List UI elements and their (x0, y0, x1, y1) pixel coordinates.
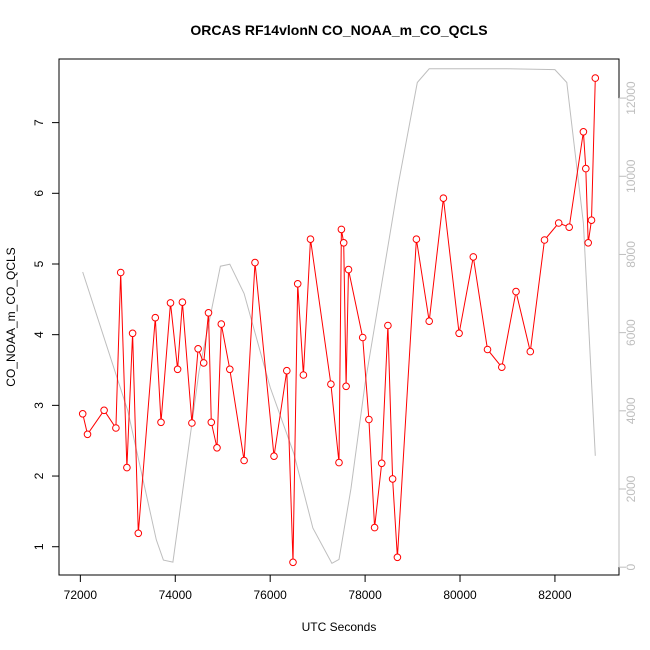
data-point (483, 345, 492, 354)
data-point (565, 223, 574, 231)
data-point (83, 430, 92, 439)
data-point (384, 321, 392, 330)
data-point (439, 194, 448, 202)
data-point (344, 265, 353, 274)
y2-tick-label: 8000 (624, 241, 638, 268)
y2-tick-label: 12000 (624, 81, 638, 115)
data-point (425, 317, 434, 326)
data-point (335, 458, 343, 467)
y-tick-label: 2 (32, 472, 46, 479)
chart-title: ORCAS RF14vlonN CO_NOAA_m_CO_QCLS (190, 22, 487, 38)
data-point (584, 239, 593, 247)
data-point (342, 382, 350, 391)
y-tick-label: 7 (32, 119, 46, 126)
data-point (591, 74, 600, 82)
y2-tick-label: 0 (624, 564, 638, 571)
data-point (469, 253, 478, 261)
x-tick-label: 74000 (159, 588, 193, 602)
y-tick-label: 3 (32, 402, 46, 409)
data-point (393, 553, 402, 562)
data-point (251, 258, 259, 267)
data-point (299, 371, 308, 379)
y2-tick-label: 2000 (624, 475, 638, 502)
data-point (337, 225, 346, 234)
data-point (512, 287, 520, 296)
x-tick-label: 76000 (253, 588, 287, 602)
series-line-altitude (82, 68, 596, 564)
data-point (128, 329, 137, 338)
data-point (339, 239, 348, 247)
data-point (100, 406, 108, 415)
data-point (213, 444, 221, 452)
data-point (134, 529, 143, 538)
x-tick-label: 72000 (64, 588, 98, 602)
data-point (157, 418, 165, 427)
data-point (151, 313, 160, 322)
y-tick-label: 1 (32, 543, 46, 550)
data-point (327, 380, 335, 389)
x-tick-label: 78000 (348, 588, 382, 602)
series-layer (78, 68, 600, 567)
data-point (388, 475, 397, 483)
y-tick-label: 4 (32, 331, 46, 338)
data-point (123, 463, 131, 472)
y-tick-label: 5 (32, 260, 46, 267)
x-axis: 72000 74000 76000 78000 80000 82000 (64, 574, 572, 602)
y2-tick-label: 10000 (624, 159, 638, 193)
data-point (358, 333, 367, 342)
x-tick-label: 82000 (538, 588, 572, 602)
data-point (204, 309, 213, 317)
data-point (78, 410, 87, 418)
data-point (293, 280, 302, 288)
data-point (166, 299, 175, 307)
series-line-co-noaa-m-co-qcls (82, 78, 596, 563)
data-point (240, 456, 248, 465)
data-point (289, 558, 297, 567)
data-point (306, 235, 315, 243)
data-point (587, 216, 596, 224)
y2-axis: 0 2000 4000 6000 8000 10000 12000 (618, 81, 638, 571)
data-point (554, 219, 563, 227)
data-point (540, 236, 549, 244)
y-tick-label: 6 (32, 190, 46, 197)
data-point (412, 235, 421, 243)
data-point (194, 345, 202, 353)
data-point (207, 418, 216, 427)
y-axis: 1 2 3 4 5 6 7 (32, 119, 60, 550)
data-point (270, 452, 278, 461)
data-point (199, 359, 208, 367)
data-point (178, 298, 187, 307)
data-point (217, 320, 226, 328)
x-axis-label: UTC Seconds (302, 620, 377, 634)
data-point (188, 419, 196, 427)
data-point (226, 365, 234, 374)
data-point (365, 415, 373, 424)
y-axis-label: CO_NOAA_m_CO_QCLS (4, 247, 18, 386)
y2-tick-label: 4000 (624, 397, 638, 424)
data-point (455, 329, 463, 338)
data-point (498, 363, 506, 372)
data-point (582, 164, 590, 173)
data-point (173, 365, 182, 374)
x-tick-label: 80000 (443, 588, 477, 602)
data-point (526, 347, 535, 356)
data-point (112, 424, 120, 432)
data-point (116, 268, 125, 277)
data-point (283, 366, 291, 375)
data-point (579, 128, 588, 136)
y2-tick-label: 6000 (624, 319, 638, 346)
data-point (370, 523, 379, 532)
data-point (377, 459, 386, 468)
